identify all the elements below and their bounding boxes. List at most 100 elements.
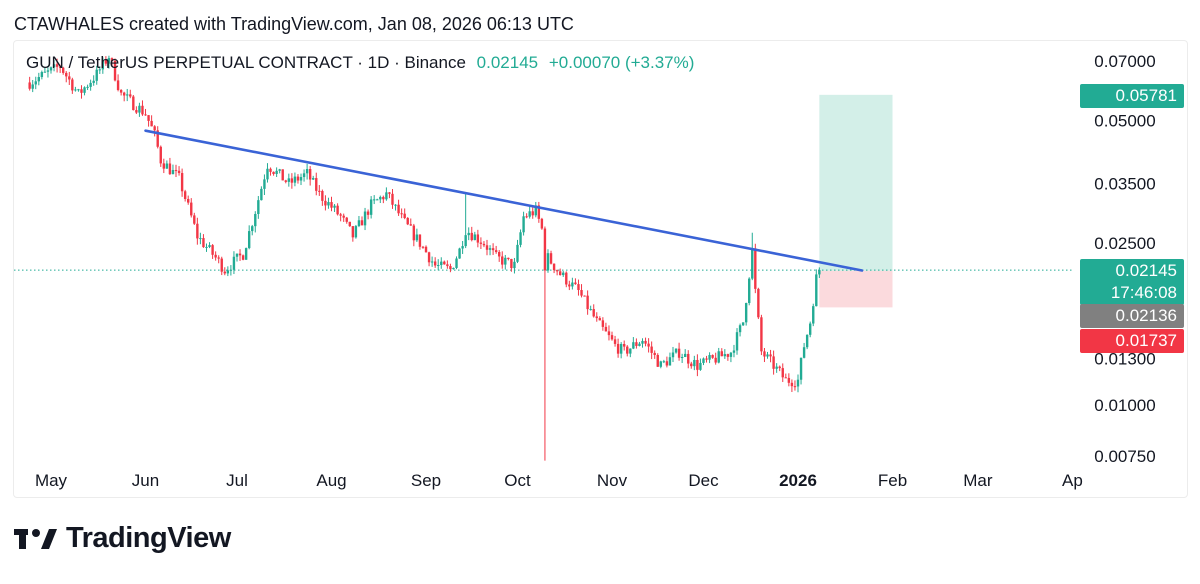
candle-body <box>318 190 321 192</box>
candle-body <box>638 343 641 346</box>
last-price-badge: 0.02145 <box>1080 259 1184 283</box>
candle-body <box>324 200 327 206</box>
candle-body <box>455 258 458 268</box>
candle-body <box>805 334 809 348</box>
candle-body <box>278 169 281 171</box>
candle-body <box>775 366 778 369</box>
symbol-title[interactable]: GUN / TetherUS PERPETUAL CONTRACT · 1D ·… <box>26 53 466 72</box>
candle-body <box>254 213 257 227</box>
candle-body <box>180 173 184 192</box>
candle-body <box>177 170 181 174</box>
candle-body <box>171 170 175 175</box>
candle-body <box>601 320 605 327</box>
candle-body <box>763 351 766 357</box>
candle-body <box>528 211 531 217</box>
candle-body <box>251 226 254 232</box>
candle-body <box>34 81 37 85</box>
candle-body <box>440 261 443 266</box>
candle-body <box>433 261 437 266</box>
candle-body <box>702 358 705 363</box>
candle-body <box>549 253 553 264</box>
candle-body <box>644 340 647 344</box>
candle-body <box>220 258 223 272</box>
candle-body <box>126 94 129 96</box>
x-axis-tick-label: Ap <box>1062 471 1083 490</box>
symbol-legend[interactable]: GUN / TetherUS PERPETUAL CONTRACT · 1D ·… <box>26 53 694 73</box>
candle-body <box>430 261 434 263</box>
candle-body <box>244 248 248 260</box>
candle-body <box>687 353 690 364</box>
candle-body <box>555 270 559 272</box>
candle-body <box>482 243 486 246</box>
candle-body <box>552 263 556 271</box>
candle-body <box>714 357 717 363</box>
y-axis-tick-label: 0.01000 <box>1094 396 1155 415</box>
candle-body <box>510 258 513 269</box>
candle-body <box>494 250 498 253</box>
candle-body <box>772 356 775 369</box>
candle-body <box>802 347 806 358</box>
x-axis-tick-label: Sep <box>411 471 441 490</box>
candle-body <box>607 331 611 336</box>
candle-body <box>141 105 144 115</box>
candle-body <box>735 332 739 351</box>
candle-body <box>705 358 708 360</box>
candle-body <box>43 71 47 73</box>
candle-body <box>674 348 678 353</box>
candle-body <box>168 163 172 175</box>
candle-body <box>616 343 620 354</box>
candle-body <box>95 69 98 81</box>
candle-body <box>382 196 385 200</box>
candle-body <box>501 256 504 265</box>
candle-body <box>275 170 278 174</box>
candle-body <box>147 115 150 121</box>
x-axis-tick-label: May <box>35 471 68 490</box>
candle-body <box>199 238 202 240</box>
candle-body <box>498 252 501 257</box>
candle-body <box>720 351 723 357</box>
candle-body <box>226 270 230 274</box>
candle-body <box>391 193 394 205</box>
candle-body <box>680 357 684 359</box>
candle-body <box>156 130 159 147</box>
chart-header: CTAWHALES created with TradingView.com, … <box>14 14 574 34</box>
candle-body <box>464 235 467 247</box>
candle-body <box>174 170 178 172</box>
candle-body <box>214 254 217 258</box>
tradingview-logo[interactable]: TradingView <box>14 522 231 555</box>
candle-body <box>269 168 272 172</box>
candle-body <box>808 323 812 335</box>
candle-body <box>110 58 114 61</box>
x-axis-tick-label: Mar <box>963 471 993 490</box>
candle-body <box>790 382 794 387</box>
candle-body <box>232 256 236 270</box>
candle-body <box>296 176 300 181</box>
trendline <box>144 129 864 272</box>
candle-body <box>522 216 525 233</box>
candle-body <box>409 224 412 226</box>
candle-body <box>58 66 62 68</box>
candle-body <box>412 225 416 241</box>
candle-body <box>37 77 41 82</box>
y-axis-tick-label: 0.01300 <box>1094 350 1155 369</box>
candle-body <box>650 346 653 353</box>
candle-body <box>86 86 89 88</box>
candle-body <box>40 72 44 78</box>
candle-body <box>336 205 339 215</box>
candle-body <box>537 205 541 219</box>
candle-body <box>342 215 345 218</box>
candle-body <box>659 361 662 367</box>
candle-body <box>165 163 169 169</box>
candle-body <box>635 342 638 346</box>
symbol-change: +0.00070 (+3.37%) <box>548 53 695 72</box>
candle-body <box>580 290 583 296</box>
candle-body <box>449 266 452 270</box>
candle-body <box>589 309 592 311</box>
candle-body <box>241 255 245 260</box>
candle-body <box>263 179 266 189</box>
candle-body <box>665 361 669 366</box>
candle-body <box>778 366 781 369</box>
candle-body <box>196 223 199 239</box>
candle-body <box>443 261 446 265</box>
